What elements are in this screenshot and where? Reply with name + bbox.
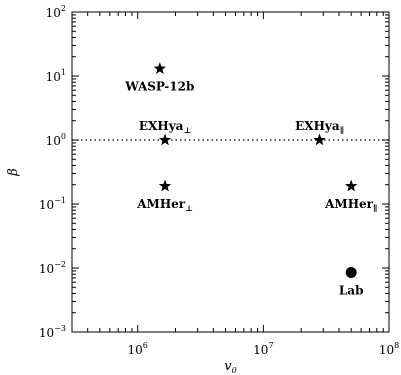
point-label: Lab [339, 284, 364, 298]
point-star [313, 133, 326, 146]
x-axis-label: v0 [224, 359, 236, 375]
y-tick-label: 10−1 [39, 196, 66, 212]
x-tick-label: 106 [128, 341, 148, 357]
point-star [344, 179, 358, 192]
plot-frame [71, 11, 390, 333]
point-label: EXHya∥ [295, 119, 344, 135]
point-label: WASP-12b [124, 80, 194, 94]
point-circle [345, 267, 357, 279]
x-tick-label: 108 [379, 341, 399, 357]
y-tick-label: 102 [46, 4, 66, 20]
y-tick-label: 101 [46, 68, 66, 84]
y-tick-label: 100 [46, 132, 66, 148]
point-star [153, 62, 167, 74]
y-axis-label: β [6, 168, 21, 177]
point-label: AMHer⊥ [136, 197, 193, 213]
point-label: EXHya⊥ [139, 119, 191, 135]
point-label: AMHer∥ [324, 197, 377, 213]
y-tick-label: 10−3 [39, 324, 66, 340]
x-tick-label: 107 [253, 341, 273, 357]
y-tick-label: 10−2 [39, 260, 66, 276]
points-layer: WASP-12b EXHya⊥ EXHya∥ AMHer⊥ AMHer∥ Lab [124, 62, 377, 298]
point-star [158, 179, 172, 192]
point-star [158, 133, 172, 146]
ticks-layer: 106 107 108 10−3 10−2 10−1 100 101 102 [39, 4, 399, 357]
